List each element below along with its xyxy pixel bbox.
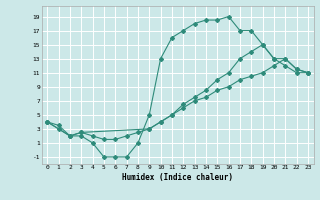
- X-axis label: Humidex (Indice chaleur): Humidex (Indice chaleur): [122, 173, 233, 182]
